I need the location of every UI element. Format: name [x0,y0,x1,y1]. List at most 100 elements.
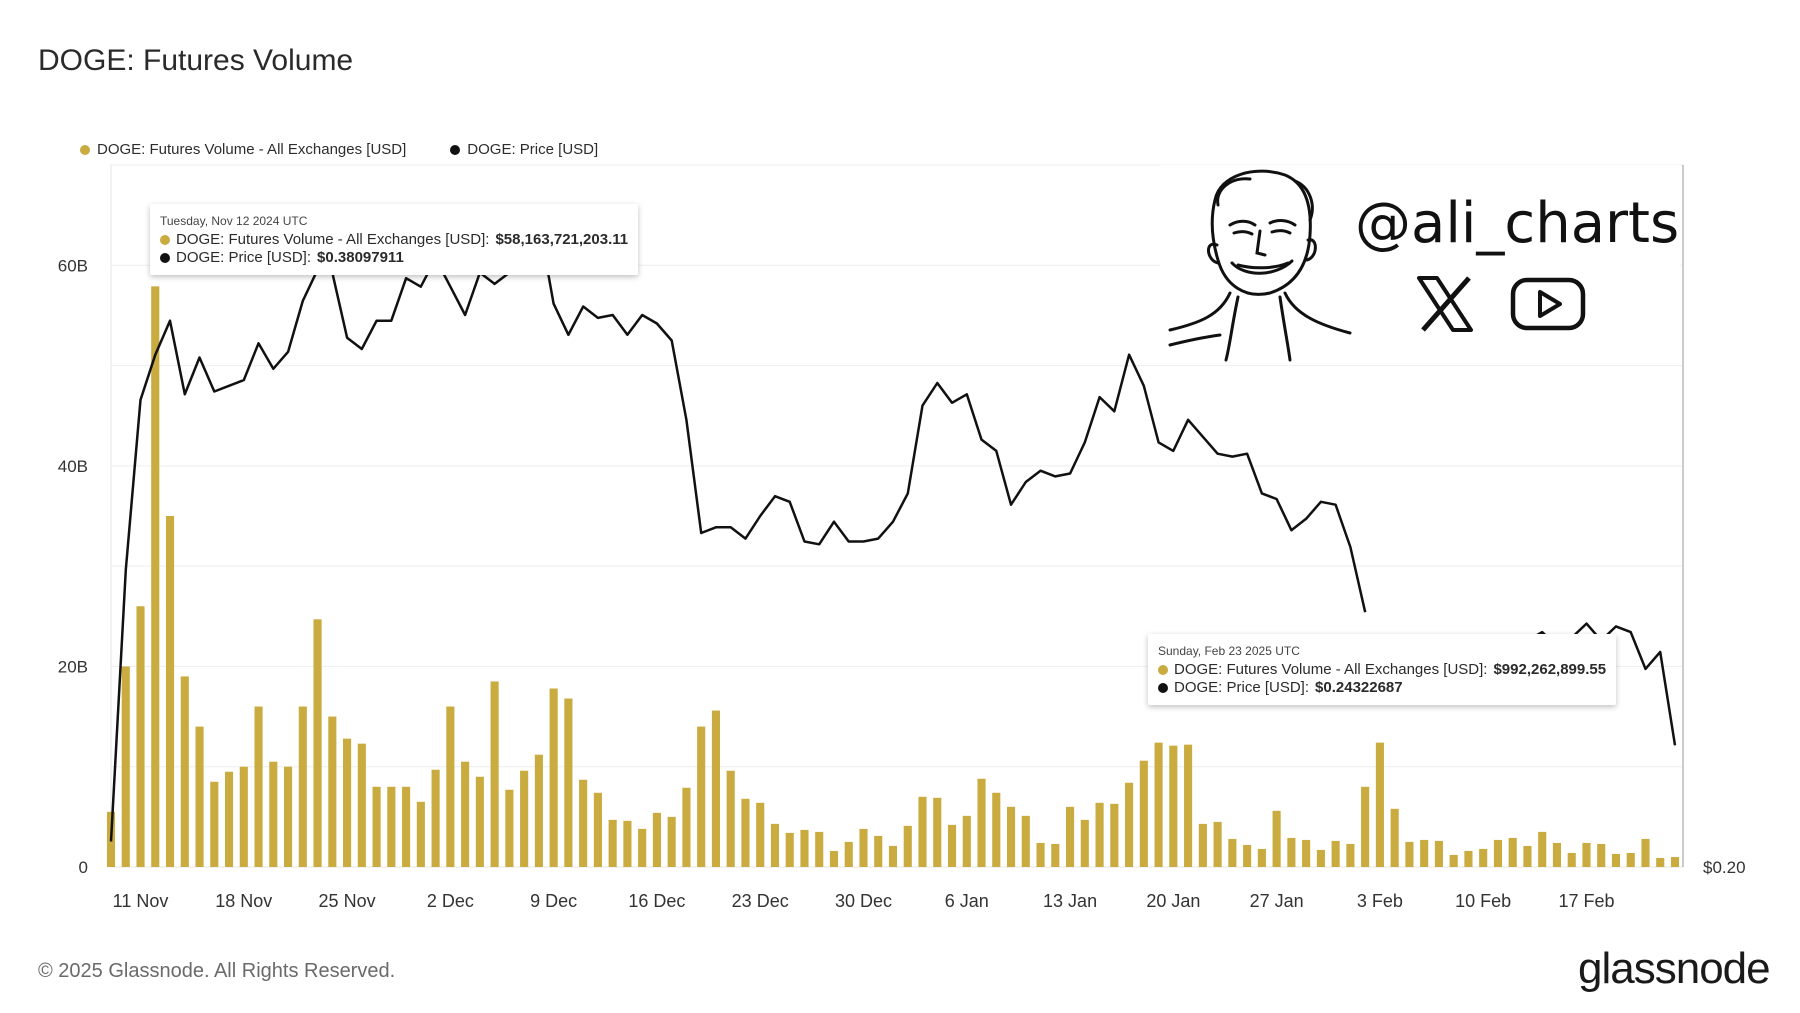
volume-bar [1479,848,1488,867]
volume-bar [1213,821,1222,867]
chart-legend: DOGE: Futures Volume - All Exchanges [US… [80,141,598,158]
volume-bar [903,825,912,867]
volume-bar [1582,842,1591,867]
x-tick-label: 10 Feb [1455,891,1511,911]
volume-bar [888,845,898,867]
glassnode-logo[interactable]: glassnode [1578,944,1771,993]
volume-bar [136,606,145,867]
youtube-icon[interactable] [1510,277,1586,331]
volume-bar [1228,838,1237,867]
volume-bar [962,815,971,867]
y-tick-label: 20B [58,657,88,676]
tooltip-price-label: DOGE: Price [USD]: [176,249,312,266]
x-tick-label: 13 Jan [1043,891,1097,911]
volume-bar [608,819,617,867]
volume-bar [1006,806,1016,867]
volume-bar [1154,742,1163,867]
volume-bar [1464,850,1473,867]
volume-bar [446,706,455,867]
x-tick-label: 20 Jan [1146,891,1200,911]
y-tick-label: 60B [58,256,88,275]
volume-bar [579,779,588,867]
chart-title: DOGE: Futures Volume [38,44,354,77]
volume-bar [859,828,868,867]
volume-bar [1508,837,1517,867]
volume-bar [1051,843,1060,867]
volume-bar [1434,840,1443,867]
volume-bar [239,766,248,867]
tooltip-feb-23: Sunday, Feb 23 2025 UTC DOGE: Futures Vo… [1148,634,1617,705]
volume-bar [977,778,986,867]
tooltip-volume-label: DOGE: Futures Volume - All Exchanges [US… [1174,661,1488,678]
volume-bar [933,797,942,867]
volume-bar [165,516,175,867]
volume-bar [387,786,396,867]
volume-bar [800,829,809,867]
tooltip-volume-row: DOGE: Futures Volume - All Exchanges [US… [160,231,628,249]
tooltip-price-swatch [1158,683,1168,693]
volume-bar [1346,843,1355,867]
volume-bar [815,831,824,867]
volume-bar [520,770,529,867]
volume-bar [1567,852,1576,867]
volume-bar [1272,810,1281,867]
volume-bar [431,769,440,867]
volume-bar [1641,838,1650,867]
volume-bar [623,820,632,867]
volume-bar [1626,852,1635,867]
volume-bar [1449,854,1458,867]
tooltip-nov-12: Tuesday, Nov 12 2024 UTC DOGE: Futures V… [150,204,639,275]
x-logo-icon[interactable] [1415,275,1475,333]
x-tick-label: 27 Jan [1250,891,1304,911]
volume-bar [549,688,558,867]
volume-bar [343,738,352,867]
volume-bar [1538,831,1547,867]
volume-bar [874,835,883,867]
volume-bar [1656,857,1665,867]
volume-bar [505,789,514,867]
volume-bar [726,770,735,867]
volume-bar [1287,837,1296,867]
legend-item-price[interactable]: DOGE: Price [USD] [450,141,598,158]
volume-bar [564,698,573,867]
volume-bar [298,706,307,867]
tooltip-volume-swatch [160,235,170,245]
volume-bar [195,726,204,867]
volume-bar [1493,839,1503,867]
x-tick-label: 23 Dec [732,891,789,911]
volume-bar [372,786,381,867]
tooltip-volume-swatch [1158,665,1168,675]
volume-bar [1552,842,1562,867]
tooltip-price-row: DOGE: Price [USD]: $0.38097911 [160,249,628,267]
volume-bar [1110,803,1119,867]
volume-bar [1420,839,1429,867]
volume-bar [593,792,602,867]
volume-bar [1139,760,1148,867]
x-tick-label: 30 Dec [835,891,892,911]
volume-bar [756,802,765,867]
y-tick-label: 0 [79,858,88,877]
volume-bar [829,850,839,867]
volume-bar [254,706,263,867]
avatar-caricature-icon [1168,169,1352,362]
legend-label-volume: DOGE: Futures Volume - All Exchanges [US… [97,141,407,158]
volume-bar [475,776,484,867]
volume-bar [1036,842,1045,867]
volume-bar [1257,848,1266,867]
volume-bar [1243,844,1252,867]
tooltip-price-value: $0.24322687 [1315,679,1403,696]
legend-swatch-volume [80,144,90,155]
volume-bar [1169,745,1178,867]
tooltip-volume-value: $992,262,899.55 [1493,661,1607,678]
legend-item-volume[interactable]: DOGE: Futures Volume - All Exchanges [US… [80,141,406,158]
x-tick-label: 17 Feb [1558,891,1614,911]
volume-bar [1302,839,1311,867]
volume-bar [1184,744,1193,867]
volume-bar [697,726,706,867]
volume-bar [1611,853,1621,867]
volume-bar [918,796,927,867]
volume-bar [741,798,750,867]
x-tick-label: 16 Dec [628,891,685,911]
tooltip-volume-label: DOGE: Futures Volume - All Exchanges [US… [176,231,490,248]
